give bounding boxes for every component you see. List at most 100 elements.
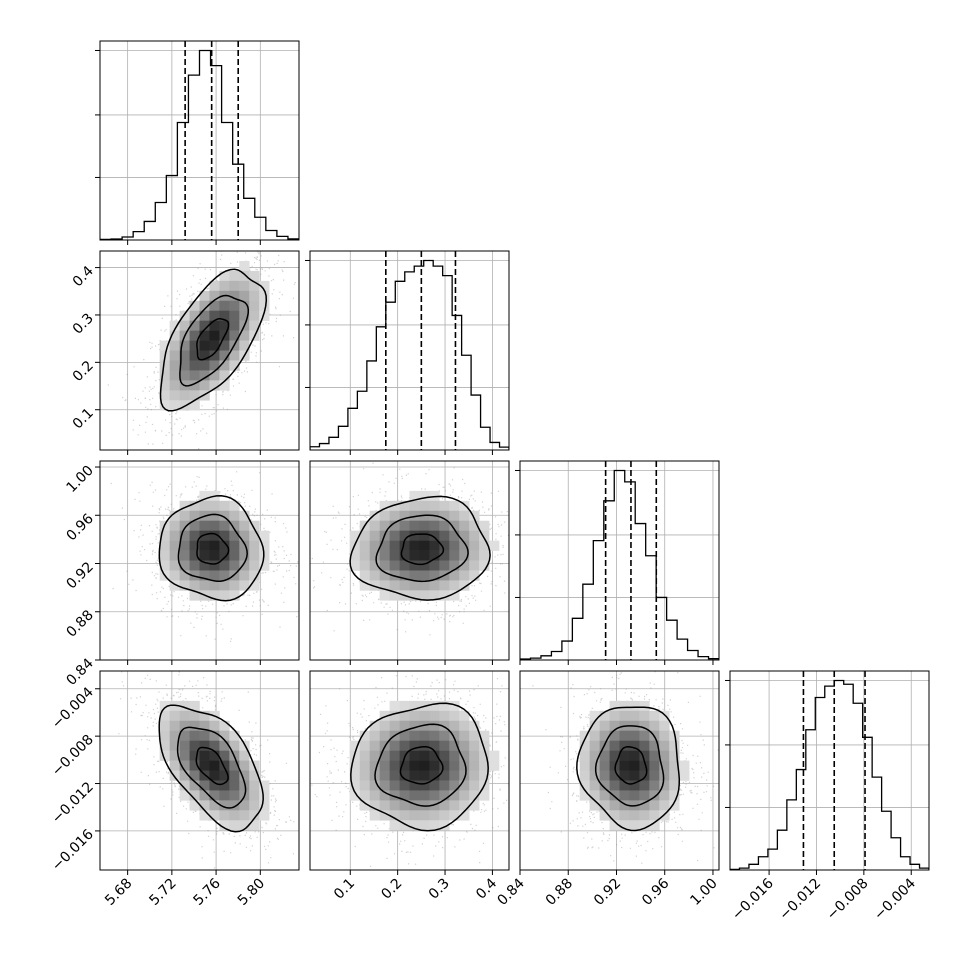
density-cell	[469, 540, 480, 551]
density-cell	[389, 500, 400, 512]
density-cell	[449, 510, 460, 521]
density-cell	[479, 550, 490, 561]
density-cell	[639, 790, 650, 801]
density-cell	[629, 740, 640, 751]
density-cell	[249, 270, 260, 282]
y-tick-label: 0.4	[70, 263, 97, 290]
density-cell	[659, 780, 670, 791]
density-cell	[419, 710, 430, 722]
density-cell	[169, 770, 180, 781]
density-cell	[219, 580, 230, 591]
density-cell	[459, 570, 470, 581]
density-cell	[169, 550, 180, 561]
density-cell	[469, 550, 480, 561]
density-cell	[179, 550, 190, 561]
density-cell	[229, 530, 240, 541]
density-cell	[189, 500, 200, 512]
density-cell	[619, 760, 630, 771]
density-cell	[449, 570, 460, 581]
density-cell	[369, 750, 380, 761]
x-tick-label: −0.012	[776, 876, 824, 924]
density-cell	[189, 780, 200, 791]
density-cell	[369, 730, 380, 741]
density-cell	[439, 750, 450, 761]
density-cell	[199, 330, 210, 341]
density-cell	[219, 590, 230, 601]
panel-frame	[309, 250, 510, 451]
density-cell	[239, 530, 250, 541]
density-cell	[349, 780, 361, 791]
density-cell	[189, 770, 200, 781]
density-cell	[419, 820, 430, 831]
density-cell	[219, 530, 230, 541]
density-cell	[189, 550, 200, 561]
density-cell	[179, 790, 190, 801]
density-cell	[179, 720, 190, 731]
density-cell	[239, 820, 250, 831]
contour-line	[576, 706, 681, 832]
density-cell	[459, 780, 470, 791]
density-cell	[619, 780, 630, 791]
contour-line	[196, 318, 230, 361]
density-cell	[199, 550, 210, 561]
density-cell	[249, 300, 260, 311]
density-cell	[189, 380, 200, 391]
density-cell	[409, 810, 420, 821]
y-tick-label: −0.016	[49, 826, 97, 874]
density-cell	[199, 570, 210, 581]
panel-frame	[99, 40, 300, 241]
density-cell	[209, 280, 220, 292]
density-cell	[609, 730, 620, 741]
density-cell	[199, 540, 210, 551]
density-cell	[409, 820, 420, 831]
density-cell	[379, 750, 390, 761]
density-cell	[189, 330, 200, 341]
panel-frame	[99, 250, 300, 451]
density-cell	[449, 710, 460, 722]
density-cell	[639, 710, 650, 722]
density-cell	[379, 570, 390, 581]
density-cell	[479, 760, 490, 771]
density-cell	[209, 720, 220, 731]
density-cell	[219, 730, 230, 741]
density-cell	[399, 780, 410, 791]
density-cell	[249, 530, 260, 541]
density-cell	[669, 760, 680, 771]
density-cell	[449, 750, 460, 761]
density-cell	[209, 310, 220, 321]
x-tick-label: 5.80	[235, 876, 268, 909]
density-cell	[399, 540, 410, 551]
density-cell	[469, 790, 480, 801]
density-cell	[649, 820, 660, 831]
density-cell	[459, 770, 470, 781]
density-cell	[249, 290, 260, 302]
density-cell	[579, 770, 590, 781]
density-cell	[659, 770, 670, 781]
density-cell	[589, 800, 600, 811]
density-cell	[379, 790, 390, 801]
density-cell	[219, 810, 230, 821]
density-cell	[259, 540, 270, 551]
density-cell	[399, 730, 410, 741]
density-cell	[219, 820, 230, 831]
density-cell	[369, 560, 380, 571]
density-cell	[649, 720, 660, 731]
contour-line	[594, 725, 665, 807]
density-cell	[429, 810, 440, 821]
density-cell	[409, 560, 420, 571]
density-cell	[649, 780, 660, 791]
density-cell	[229, 290, 240, 302]
density-cell	[439, 530, 450, 541]
density-cell	[179, 310, 190, 321]
density-cell	[429, 740, 440, 751]
y-tick-label: 0.3	[70, 310, 97, 337]
density-cell	[349, 550, 361, 561]
density-cell	[469, 560, 480, 571]
density-cell	[449, 770, 460, 781]
density-cell	[179, 750, 190, 761]
contour-line	[350, 702, 489, 832]
density-cell	[179, 710, 190, 722]
density-cell	[659, 790, 670, 801]
density-cell	[629, 810, 640, 821]
histogram-panel-2	[305, 250, 510, 455]
